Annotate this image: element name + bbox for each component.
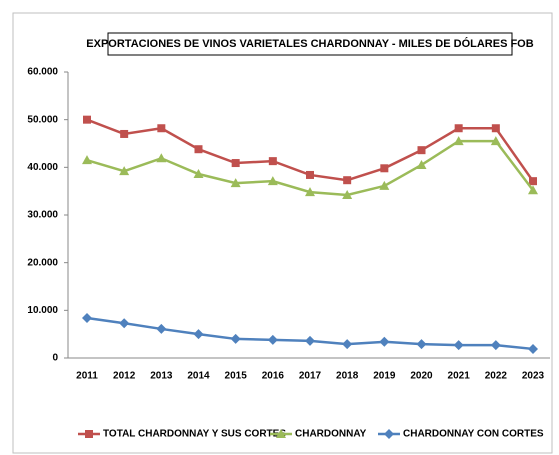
legend-marker xyxy=(276,429,286,438)
x-tick-label: 2018 xyxy=(336,371,359,382)
marker xyxy=(230,178,241,188)
legend-marker xyxy=(384,429,394,439)
marker xyxy=(306,170,314,179)
marker xyxy=(267,334,278,345)
chart-frame xyxy=(12,12,553,454)
marker xyxy=(490,136,501,146)
marker xyxy=(267,176,278,186)
x-tick-label: 2016 xyxy=(262,371,285,382)
marker xyxy=(342,189,353,199)
marker xyxy=(193,169,204,179)
x-tick-label: 2021 xyxy=(448,371,471,382)
marker xyxy=(342,339,353,350)
marker xyxy=(416,339,427,350)
x-tick-label: 2019 xyxy=(373,371,396,382)
x-tick-label: 2012 xyxy=(113,371,136,382)
marker xyxy=(231,159,240,168)
marker xyxy=(157,124,166,133)
y-tick-label: 10.000 xyxy=(27,305,58,316)
legend-label: CHARDONNAY xyxy=(295,429,367,440)
x-tick-label: 2011 xyxy=(76,371,98,382)
legend-label: CHARDONNAY CON CORTES xyxy=(403,429,544,440)
legend-marker xyxy=(85,430,93,438)
marker xyxy=(194,145,203,154)
chart-title: EXPORTACIONES DE VINOS VARIETALES CHARDO… xyxy=(86,37,533,50)
marker xyxy=(156,153,167,163)
marker xyxy=(119,166,130,176)
marker xyxy=(120,129,129,138)
y-tick-label: 20.000 xyxy=(27,257,58,268)
marker xyxy=(83,115,91,124)
y-tick-label: 50.000 xyxy=(27,114,58,125)
x-tick-label: 2017 xyxy=(299,371,322,382)
marker xyxy=(82,312,92,323)
y-tick-label: 40.000 xyxy=(27,162,58,173)
marker xyxy=(528,185,538,195)
y-tick-label: 0 xyxy=(52,353,58,364)
marker xyxy=(156,323,167,334)
marker xyxy=(416,159,427,169)
marker xyxy=(453,136,464,146)
marker xyxy=(305,335,315,346)
marker xyxy=(380,164,389,173)
x-tick-label: 2020 xyxy=(410,371,433,382)
x-tick-label: 2014 xyxy=(187,371,210,382)
y-tick-label: 30.000 xyxy=(27,210,58,221)
title-box xyxy=(107,32,513,56)
marker xyxy=(379,180,390,190)
marker xyxy=(230,333,241,344)
marker xyxy=(305,187,315,197)
series-line xyxy=(86,139,534,197)
legend-label: TOTAL CHARDONNAY Y SUS CORTES xyxy=(103,429,286,440)
marker xyxy=(417,146,426,155)
x-tick-label: 2015 xyxy=(225,371,248,382)
marker xyxy=(454,124,463,133)
marker xyxy=(193,329,204,340)
marker xyxy=(491,124,500,133)
x-tick-label: 2022 xyxy=(485,371,508,382)
x-tick-label: 2013 xyxy=(150,371,173,382)
marker xyxy=(119,318,130,329)
marker xyxy=(529,177,537,186)
marker xyxy=(379,336,390,347)
marker xyxy=(453,340,464,351)
marker xyxy=(82,155,92,165)
x-tick-label: 2023 xyxy=(522,371,545,382)
y-tick-label: 60.000 xyxy=(27,67,58,78)
marker xyxy=(528,343,538,354)
marker xyxy=(490,340,501,351)
marker xyxy=(343,176,352,185)
marker xyxy=(268,157,277,166)
